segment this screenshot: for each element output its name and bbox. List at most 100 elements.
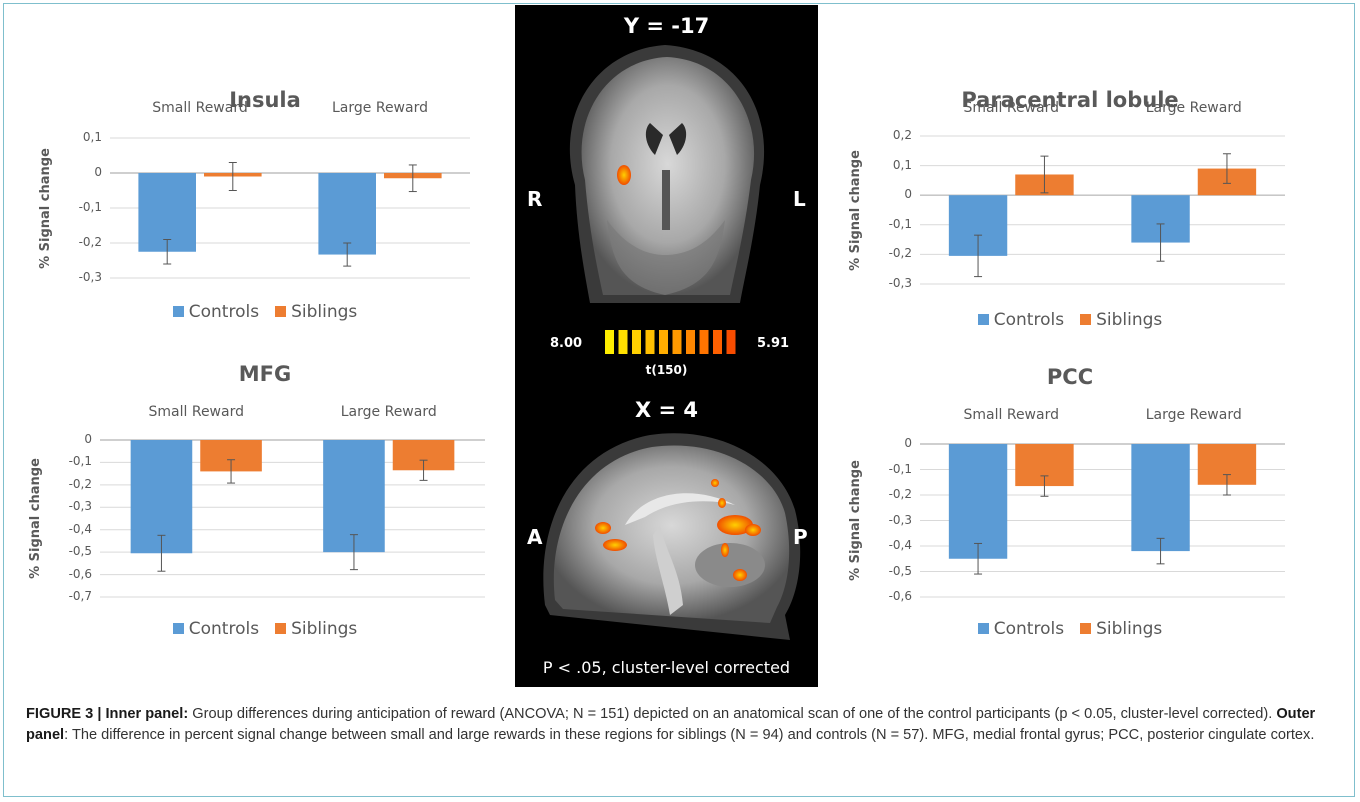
- legend-item: Siblings: [1080, 310, 1162, 330]
- legend-item: Controls: [172, 619, 259, 639]
- category-label: Large Reward: [1145, 100, 1242, 116]
- legend-swatch: [275, 623, 287, 634]
- y-tick-label: -0,2: [78, 235, 102, 249]
- outer-panel-label: Outer panel: [26, 706, 1316, 743]
- legend-item: Siblings: [275, 619, 357, 639]
- y-axis-label: % Signal change: [27, 458, 43, 579]
- category-label: Small Reward: [963, 407, 1059, 423]
- y-tick-label: -0,2: [888, 487, 912, 501]
- y-tick-label: -0,6: [888, 589, 912, 603]
- paracentral-chart: Paracentral lobule 0,2 0,1 0 -0,1 -0,2 -0,3 % S…: [830, 60, 1310, 350]
- colorbar-swatch: [618, 330, 628, 354]
- y-tick-label: 0,1: [82, 130, 102, 144]
- legend-swatch: [172, 623, 184, 634]
- chart-plot: [110, 137, 470, 279]
- y-tick-label: -0,5: [68, 544, 92, 559]
- pcc-activation: [717, 515, 753, 535]
- bar-controls: [318, 173, 376, 255]
- figure-caption: FIGURE 3 | Inner panel: Group difference…: [26, 704, 1336, 746]
- category-label: Small Reward: [152, 100, 248, 116]
- colorbar: [605, 330, 736, 354]
- category-label: Large Reward: [332, 100, 428, 116]
- y-tick-label: -0,1: [78, 200, 102, 214]
- legend-swatch: [977, 623, 989, 634]
- chart-title: Paracentral lobule: [961, 88, 1179, 112]
- y-tick-label: -0,3: [68, 499, 92, 514]
- bar-controls: [323, 440, 385, 553]
- y-axis-label: % Signal change: [847, 460, 863, 581]
- left-hemisphere-label: L: [793, 187, 806, 211]
- y-tick-label: -0,3: [888, 276, 912, 290]
- y-tick-label: -0,2: [888, 246, 912, 261]
- y-tick-label: -0,5: [888, 563, 912, 578]
- colorbar-swatch: [713, 330, 722, 354]
- y-tick-label: -0,1: [68, 454, 92, 469]
- y-tick-label: -0,7: [68, 589, 92, 603]
- colorbar-swatch: [686, 330, 695, 354]
- y-tick-label: -0,1: [888, 461, 912, 476]
- legend-swatch: [1080, 314, 1092, 325]
- insula-chart: Insula 0,1 0 -0,1 -0,2 -0,3 % Signal change Sma…: [30, 60, 500, 340]
- y-tick-label: -0,3: [888, 512, 912, 527]
- legend-label: Controls: [993, 310, 1065, 330]
- posterior-label: P: [793, 525, 808, 549]
- legend-label: Controls: [993, 619, 1065, 639]
- chart-legend: Controls Siblings: [30, 619, 500, 639]
- legend-label: Siblings: [291, 302, 358, 322]
- bar-controls: [948, 444, 1008, 559]
- colorbar-swatch: [632, 330, 641, 354]
- legend-label: Siblings: [1096, 310, 1163, 330]
- legend-item: Siblings: [275, 302, 357, 322]
- bar-controls: [130, 440, 193, 554]
- colorbar-min-label: 5.91: [757, 336, 790, 351]
- colorbar-swatch: [605, 330, 614, 354]
- y-axis-label: % Signal change: [37, 147, 53, 269]
- coronal-slice-label: Y = -17: [623, 14, 710, 38]
- inner-panel-text: Group differences during anticipation of…: [188, 706, 1277, 722]
- colorbar-title: t(150): [645, 363, 688, 377]
- mfg-chart: MFG 0 -0,1 -0,2 -0,3 -0,4 -0,5 -0,6 -0,7 % Signal…: [27, 360, 500, 650]
- y-tick-label: 0: [904, 436, 912, 450]
- y-tick-label: -0,4: [68, 521, 92, 536]
- figure-label: FIGURE 3 | Inner panel:: [26, 706, 189, 722]
- y-tick-label: 0,1: [892, 157, 912, 172]
- legend-item: Siblings: [1080, 619, 1162, 639]
- figure-frame: [3, 3, 1355, 797]
- category-label: Large Reward: [1145, 407, 1242, 423]
- legend-swatch: [275, 306, 287, 317]
- outer-panel-text: : The difference in percent signal chang…: [64, 727, 1315, 743]
- sagittal-brain-image: [543, 433, 801, 640]
- bar-controls: [138, 173, 196, 252]
- category-label: Large Reward: [340, 404, 437, 420]
- chart-legend: Controls Siblings: [30, 302, 500, 322]
- mfg-activation: [603, 539, 627, 551]
- y-axis-label: % Signal change: [847, 149, 863, 271]
- chart-legend: Controls Siblings: [830, 619, 1310, 639]
- coronal-brain-image: [569, 45, 765, 303]
- sagittal-slice-label: X = 4: [634, 398, 699, 422]
- chart-plot: [920, 443, 1285, 598]
- mpfc-activation: [595, 522, 611, 534]
- legend-label: Siblings: [1096, 619, 1163, 639]
- legend-label: Controls: [188, 302, 260, 322]
- y-tick-label: 0: [904, 187, 912, 202]
- category-label: Small Reward: [148, 404, 244, 420]
- colorbar-swatch: [645, 330, 655, 354]
- y-tick-label: 0: [84, 432, 92, 446]
- legend-label: Siblings: [291, 619, 358, 639]
- y-tick-label: 0: [94, 165, 102, 179]
- colorbar-max-label: 8.00: [550, 336, 583, 351]
- y-tick-label: -0,2: [68, 476, 92, 491]
- legend-swatch: [172, 306, 184, 317]
- brain-images: [543, 45, 801, 640]
- bar-controls: [1131, 444, 1190, 552]
- y-tick-label: -0,1: [888, 216, 912, 231]
- legend-item: Controls: [977, 310, 1065, 330]
- brain-panel: Y = -17: [515, 5, 818, 687]
- legend-item: Controls: [172, 302, 260, 322]
- chart-title: Insula: [229, 88, 301, 112]
- insula-activation: [617, 165, 631, 185]
- y-tick-label: -0,3: [78, 270, 102, 284]
- colorbar-swatch: [699, 330, 709, 354]
- legend-item: Controls: [977, 619, 1065, 639]
